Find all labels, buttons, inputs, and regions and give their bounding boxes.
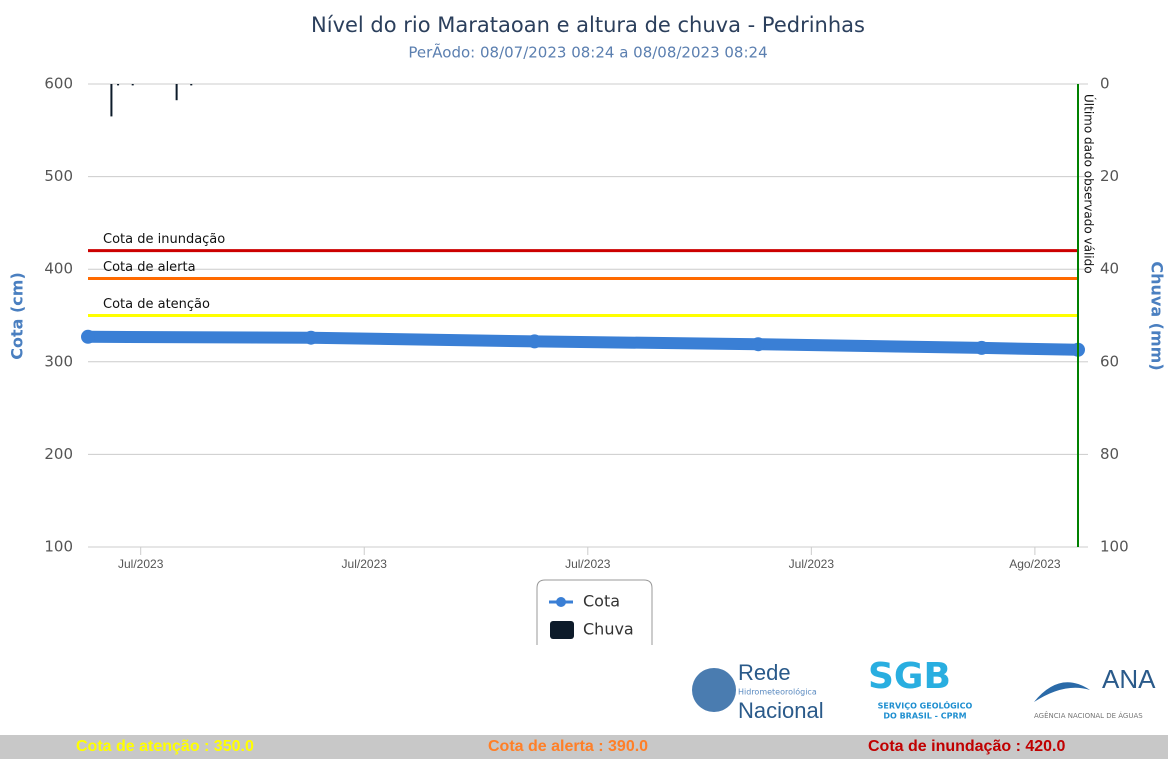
logo-text: Rede	[738, 660, 791, 685]
threshold-label: Cota de inundação	[103, 232, 225, 247]
marker	[527, 334, 542, 349]
footer-item: Cota de atenção : 350.0	[76, 738, 254, 755]
logo-text: SGB	[868, 656, 951, 697]
legend: Cota Chuva	[536, 579, 653, 645]
bar	[131, 84, 134, 86]
y2-tick-label: 80	[1100, 445, 1119, 463]
y2-axis-label: Chuva (mm)	[1148, 261, 1167, 370]
marker	[304, 330, 319, 345]
bar	[190, 84, 193, 86]
y2-tick-label: 20	[1100, 167, 1119, 185]
legend-marker	[556, 597, 566, 607]
logo-icon	[1034, 682, 1090, 702]
y2-tick-label: 100	[1100, 538, 1129, 556]
y-tick-label: 200	[44, 445, 73, 463]
last-data-label: Último dado observado válido	[1082, 94, 1097, 274]
bar	[110, 84, 113, 117]
chart: Nível do rio Marataoan e altura de chuva…	[8, 13, 1167, 723]
bar	[175, 84, 178, 101]
y-axis-label: Cota (cm)	[8, 272, 27, 360]
x-tick-label: Ago/2023	[1009, 557, 1061, 571]
y-tick-label: 100	[44, 538, 73, 556]
chart-subtitle: PerÃodo: 08/07/2023 08:24 a 08/08/2023 0…	[408, 43, 767, 62]
legend-label: Cota	[583, 592, 620, 611]
y-tick-label: 400	[44, 260, 73, 278]
logo-text: SERVIÇO GEOLÓGICO	[878, 700, 973, 711]
y2-tick-label: 60	[1100, 352, 1119, 370]
threshold-label: Cota de atenção	[103, 297, 210, 312]
y2-tick-label: 0	[1100, 75, 1110, 93]
bar	[117, 84, 120, 86]
footer-item: Cota de inundação : 420.0	[868, 738, 1066, 755]
y-tick-label: 500	[44, 167, 73, 185]
marker	[81, 329, 95, 344]
logo-sgb: SGB SERVIÇO GEOLÓGICO DO BRASIL - CPRM	[868, 656, 973, 721]
line	[82, 330, 1084, 356]
plot	[88, 83, 1078, 548]
threshold-label: Cota de alerta	[103, 260, 196, 275]
x-tick-label: Jul/2023	[342, 557, 388, 571]
y-tick-label: 300	[44, 352, 73, 370]
logo-text: ANA	[1102, 664, 1156, 694]
y-tick-label: 600	[44, 75, 73, 93]
footer: Cota de atenção : 350.0 Cota de alerta :…	[0, 735, 1168, 759]
footer-item: Cota de alerta : 390.0	[488, 738, 649, 755]
x-tick-label: Jul/2023	[789, 557, 835, 571]
logo-rede: Rede Hidrometeorológica Nacional	[692, 660, 824, 723]
marker	[751, 337, 766, 352]
y2-tick-label: 40	[1100, 260, 1119, 278]
logo-text: Nacional	[738, 698, 824, 723]
x-tick-label: Jul/2023	[118, 557, 164, 571]
logo-ana: ANA AGÊNCIA NACIONAL DE ÁGUAS	[1034, 664, 1156, 720]
logo-icon	[692, 668, 736, 712]
logo-text: DO BRASIL - CPRM	[883, 712, 966, 721]
logo-text: Hidrometeorológica	[738, 687, 817, 697]
logo-text: AGÊNCIA NACIONAL DE ÁGUAS	[1034, 711, 1143, 720]
legend-swatch	[550, 621, 574, 639]
chart-title: Nível do rio Marataoan e altura de chuva…	[311, 13, 865, 37]
legend-label: Chuva	[583, 620, 634, 639]
x-tick-label: Jul/2023	[565, 557, 611, 571]
marker	[974, 340, 989, 355]
